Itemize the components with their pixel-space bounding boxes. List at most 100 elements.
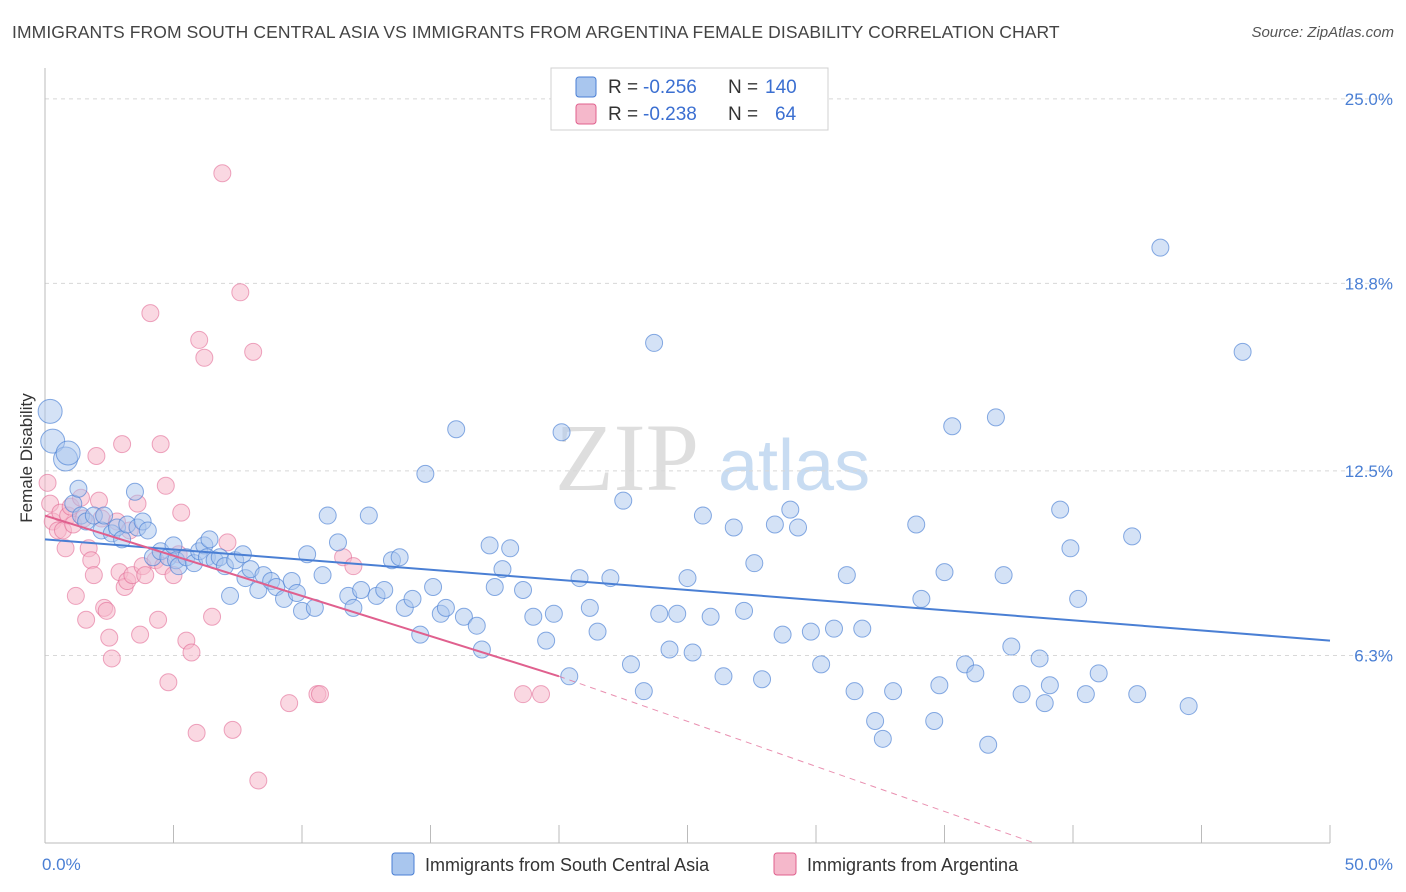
south-central-asia-point [588,622,607,641]
argentina-point [87,447,106,466]
south-central-asia-point [164,536,183,555]
argentina-point [100,628,119,647]
south-central-asia-point [1233,342,1252,361]
south-central-asia-point [375,580,394,599]
argentina-point [532,685,551,704]
south-central-asia-point [125,482,144,501]
south-central-asia-point [1030,649,1049,668]
south-central-asia-point [570,569,589,588]
argentina-point [136,566,155,585]
south-central-asia-point [645,333,664,352]
trend-lines [44,514,1331,844]
south-central-asia-point [678,569,697,588]
south-central-asia-point [200,530,219,549]
argentina-point [159,673,178,692]
south-central-asia-point [660,640,679,659]
south-central-asia-point [845,682,864,701]
south-central-asia-point [298,545,317,564]
south-central-asia-point [344,598,363,617]
south-central-asia-point [801,622,820,641]
bottom-legend: Immigrants from South Central Asia Immig… [391,852,1019,876]
south-central-asia-point [403,589,422,608]
argentina-point [82,551,101,570]
argentina-point [97,601,116,620]
argentina-point [249,771,268,790]
south-central-asia-point [884,682,903,701]
bottom-legend-swatch-pink [773,852,797,876]
argentina-trend-line [44,514,560,678]
south-central-asia-point [287,583,306,602]
legend-r-label-1: R = [608,77,638,98]
south-central-asia-point [552,423,571,442]
south-central-asia-point [1012,685,1031,704]
legend-box [550,67,829,131]
south-central-asia-point [1151,238,1170,257]
south-central-asia-point [390,548,409,567]
south-central-asia-point [1089,664,1108,683]
south-central-asia-point [436,598,455,617]
south-central-asia-point [601,569,620,588]
bottom-legend-label-pink: Immigrants from Argentina [807,855,1019,875]
south-central-asia-point [634,682,653,701]
south-central-asia-point [424,578,443,596]
south-central-asia-point [735,601,754,620]
south-central-asia-point [493,560,512,579]
legend-r-value-2: -0.238 [643,104,697,125]
argentina-point [141,304,160,323]
south-central-asia-point [753,670,772,689]
argentina-point [344,557,363,576]
south-central-asia-point [866,711,885,730]
south-central-asia-point [544,604,563,623]
south-central-asia-point [668,604,687,623]
argentina-point [102,649,121,668]
south-central-asia-point [537,631,556,650]
south-central-asia-point [560,667,579,686]
south-central-asia-point [943,417,962,436]
south-central-asia-point [966,664,985,683]
south-central-asia-point [693,506,712,525]
south-central-asia-point [724,518,743,537]
south-central-asia-point [1123,527,1142,546]
south-central-asia-point [37,398,63,424]
argentina-point [218,533,237,552]
south-central-asia-point [1076,685,1095,704]
south-central-asia-point [1128,685,1147,704]
bottom-legend-swatch-blue [391,852,415,876]
south-central-asia-point [701,607,720,626]
south-central-asia-point [714,667,733,686]
argentina-point [195,348,214,367]
y-tick-label: 25.0% [1345,90,1393,109]
argentina-point [151,435,170,454]
south-central-asia-point [447,420,466,439]
south-central-asia-point [1179,697,1198,716]
legend-r-value-1: -0.256 [643,77,697,98]
y-tick-label: 18.8% [1345,274,1393,293]
argentina-point [203,607,222,626]
argentina-point [213,164,232,183]
south-central-asia-point [812,655,831,674]
south-central-asia-point [930,676,949,695]
argentina-point [514,685,533,704]
south-central-asia-point [318,506,337,525]
south-central-asia-point [745,554,764,573]
south-central-asia-point [514,580,533,599]
south-central-asia-point [1040,676,1059,695]
south-central-asia-trend-line [44,538,1331,642]
argentina-point [187,723,206,742]
south-central-asia-point [614,491,633,510]
south-central-asia-point [907,515,926,534]
legend-n-value-2: 64 [775,104,797,125]
south-central-asia-point [824,619,843,638]
south-central-asia-point [454,607,473,626]
y-axis-label: Female Disability [17,393,36,523]
argentina-point [231,283,250,302]
argentina-point [244,342,263,361]
legend-n-label-1: N = [728,77,758,98]
bottom-legend-label-blue: Immigrants from South Central Asia [425,855,710,875]
south-central-asia-point [912,589,931,608]
argentina-point [66,586,85,605]
south-central-asia-point [1061,539,1080,558]
south-central-asia-point [935,563,954,582]
legend-swatch-blue [575,76,597,98]
